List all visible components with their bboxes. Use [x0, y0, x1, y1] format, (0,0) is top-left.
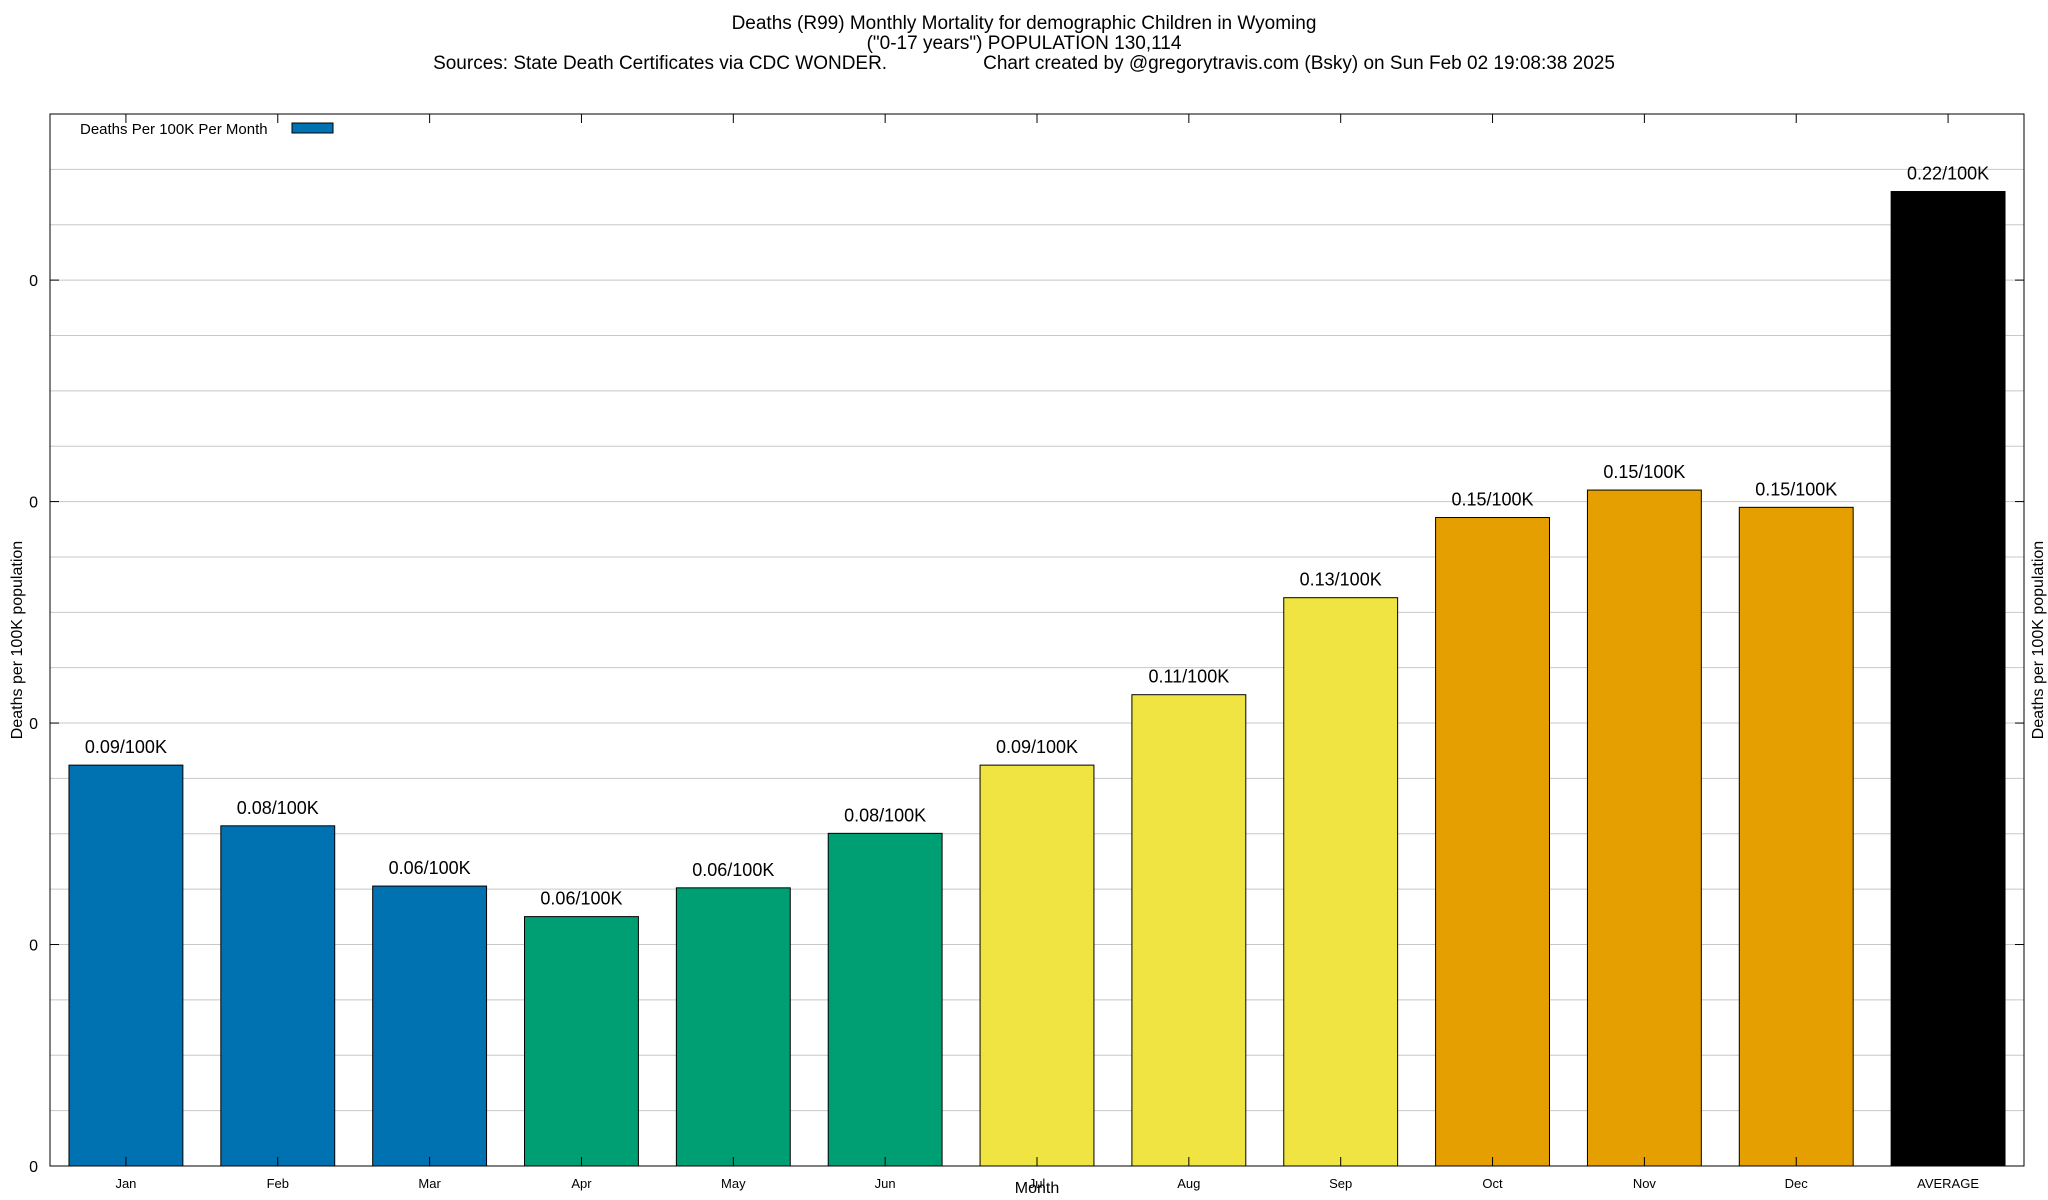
bar-value-label: 0.09/100K: [996, 737, 1078, 757]
x-tick-label: Mar: [418, 1176, 441, 1191]
bar-feb: [220, 825, 336, 1167]
x-tick-label: Sep: [1329, 1176, 1352, 1191]
x-tick-label: Feb: [267, 1176, 289, 1191]
y-tick-label: 0: [29, 273, 38, 290]
legend: Deaths Per 100K Per Month: [80, 121, 334, 138]
y-tick-label: 0: [29, 495, 38, 512]
x-tick-label: Oct: [1482, 1176, 1503, 1191]
bar-aug: [1131, 694, 1247, 1167]
legend-swatch: [291, 122, 334, 134]
bar-oct: [1435, 517, 1550, 1167]
x-tick-label: Apr: [571, 1176, 592, 1191]
bar-jul: [979, 764, 1095, 1167]
y-tick-label: 0: [29, 938, 38, 955]
x-tick-label: Aug: [1177, 1176, 1200, 1191]
bar-jan: [68, 764, 184, 1167]
sources-text: Sources: State Death Certificates via CD…: [433, 53, 888, 74]
bar-sep: [1283, 597, 1399, 1167]
chart-source-line: Sources: State Death Certificates via CD…: [0, 54, 2048, 74]
chart-subtitle: ("0-17 years") POPULATION 130,114: [866, 33, 1182, 54]
legend-label: Deaths Per 100K Per Month: [80, 121, 268, 138]
bar-value-label: 0.15/100K: [1451, 490, 1533, 510]
x-axis-labels: Jan Feb Mar Apr May Jun Jul Aug Sep Oct Nov Dec AVER…: [115, 114, 1979, 1191]
x-tick-label: Dec: [1785, 1176, 1809, 1191]
bar-jun: [827, 832, 943, 1167]
chart-header: Deaths (R99) Monthly Mortality for demog…: [0, 14, 2048, 74]
bar-value-label: 0.06/100K: [692, 860, 774, 880]
bar-value-label: 0.06/100K: [540, 889, 622, 909]
y-tick-label: 0: [29, 1159, 38, 1176]
y2-axis-title: Deaths per 100K population: [2030, 541, 2047, 739]
chart-title: Deaths (R99) Monthly Mortality for demog…: [731, 13, 1317, 34]
x-axis-title: Month: [1015, 1180, 1059, 1197]
y-tick-label: 0: [29, 716, 38, 733]
x-tick-label: Nov: [1633, 1176, 1657, 1191]
y-axis-ticks: 0 0 0 0 0: [29, 273, 2024, 1176]
bars: [68, 191, 2006, 1167]
bar-average: [1890, 191, 2006, 1167]
bar-value-label: 0.08/100K: [237, 798, 319, 818]
x-tick-label: Jan: [115, 1176, 136, 1191]
bar-mar: [372, 885, 488, 1167]
x-tick-label: May: [721, 1176, 746, 1191]
bar-value-label: 0.13/100K: [1300, 570, 1382, 590]
bar-may: [675, 887, 791, 1167]
bar-value-label: 0.09/100K: [85, 737, 167, 757]
bar-nov: [1586, 489, 1702, 1167]
x-tick-label: Jul: [1029, 1176, 1046, 1191]
bar-value-label: 0.15/100K: [1603, 462, 1685, 482]
bar-value-label: 0.15/100K: [1755, 479, 1837, 499]
bar-value-label: 0.11/100K: [1148, 667, 1229, 687]
bar-value-label: 0.08/100K: [844, 805, 926, 825]
y-axis-title: Deaths per 100K population: [9, 541, 26, 739]
bar-dec: [1738, 506, 1854, 1167]
bar-value-label: 0.06/100K: [389, 858, 471, 878]
bar-value-labels: 0.09/100K 0.08/100K 0.06/100K 0.06/100K 0.06…: [85, 164, 1989, 909]
x-tick-label: AVERAGE: [1917, 1176, 1979, 1191]
bar-value-label: 0.22/100K: [1907, 164, 1989, 184]
x-tick-label: Jun: [875, 1176, 896, 1191]
credit-text: Chart created by @gregorytravis.com (Bsk…: [983, 53, 1615, 74]
bar-apr: [524, 916, 639, 1167]
